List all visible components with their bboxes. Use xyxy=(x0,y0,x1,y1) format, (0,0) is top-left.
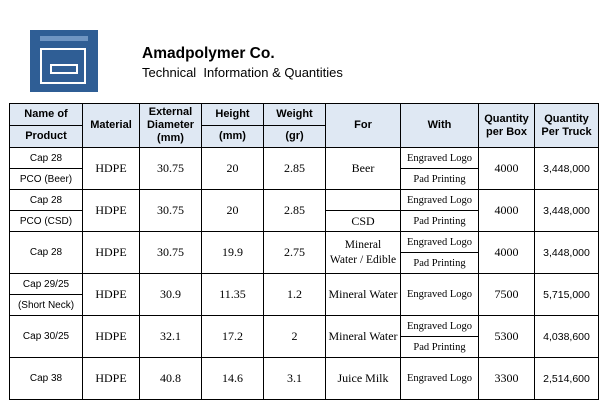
cell-diameter: 30.9 xyxy=(139,273,202,316)
cell-height: 20 xyxy=(201,189,264,232)
cell-height: 20 xyxy=(201,147,264,190)
cell-diameter: 32.1 xyxy=(139,315,202,358)
cell-height: 19.9 xyxy=(201,231,264,274)
cell-with: Engraved Logo xyxy=(400,273,479,316)
cell-for-top: Mineral xyxy=(344,238,382,251)
cell-qty-box: 7500 xyxy=(478,273,535,316)
cell-height: 14.6 xyxy=(201,357,264,400)
cell-material: HDPE xyxy=(82,315,140,358)
cell-qty-truck: 3,448,000 xyxy=(534,147,599,190)
cell-weight: 2 xyxy=(263,315,326,358)
cell-height: 11.35 xyxy=(201,273,264,316)
logo-label xyxy=(50,64,78,74)
cell-weight: 2.75 xyxy=(263,231,326,274)
cell-for: Juice Milk xyxy=(325,357,401,400)
cell-with-bottom: Pad Printing xyxy=(400,336,479,358)
cell-name: Cap 38 xyxy=(9,357,83,400)
cell-name-top: Cap 29/25 xyxy=(9,273,83,295)
cell-qty-box: 3300 xyxy=(478,357,535,400)
cell-material: HDPE xyxy=(82,189,140,232)
logo-window xyxy=(40,48,86,84)
cell-diameter: 40.8 xyxy=(139,357,202,400)
cell-weight: 3.1 xyxy=(263,357,326,400)
cell-for: CSD xyxy=(325,210,401,232)
cell-qty-box: 4000 xyxy=(478,231,535,274)
cell-with-top: Engraved Logo xyxy=(400,189,479,211)
col-header-name-bottom: Product xyxy=(9,125,83,148)
col-header-name-top: Name of xyxy=(9,103,83,126)
cell-with-bottom: Pad Printing xyxy=(400,168,479,190)
cell-qty-truck: 2,514,600 xyxy=(534,357,599,400)
col-header-weight-top: Weight xyxy=(263,103,326,126)
cell-for-top-empty xyxy=(325,189,401,211)
cell-qty-truck: 3,448,000 xyxy=(534,189,599,232)
col-header-qty-truck: Quantity Per Truck xyxy=(534,103,599,148)
cell-qty-truck: 5,715,000 xyxy=(534,273,599,316)
cell-name: Cap 28 xyxy=(9,231,83,274)
cell-material: HDPE xyxy=(82,357,140,400)
col-header-weight-bottom: (gr) xyxy=(263,125,326,148)
cell-name-bottom: (Short Neck) xyxy=(9,294,83,316)
cell-material: HDPE xyxy=(82,231,140,274)
cell-with: Engraved Logo xyxy=(400,357,479,400)
cell-name-top: Cap 28 xyxy=(9,147,83,169)
cell-qty-box: 4000 xyxy=(478,147,535,190)
logo-tab xyxy=(40,36,88,41)
cell-weight: 1.2 xyxy=(263,273,326,316)
col-header-height-bottom: (mm) xyxy=(201,125,264,148)
cell-material: HDPE xyxy=(82,147,140,190)
cell-qty-truck: 3,448,000 xyxy=(534,231,599,274)
cell-for: Mineral Water xyxy=(325,315,401,358)
cell-qty-box: 5300 xyxy=(478,315,535,358)
cell-for-bottom: Water / Edible xyxy=(329,253,397,266)
cell-with-top: Engraved Logo xyxy=(400,315,479,337)
cell-with-bottom: Pad Printing xyxy=(400,210,479,232)
window-icon xyxy=(30,30,98,92)
cell-name-bottom: PCO (CSD) xyxy=(9,210,83,232)
cell-weight: 2.85 xyxy=(263,147,326,190)
col-header-material: Material xyxy=(82,103,140,148)
cell-diameter: 30.75 xyxy=(139,231,202,274)
col-header-with: With xyxy=(400,103,479,148)
page-subtitle: Technical Information & Quantities xyxy=(142,65,343,80)
cell-name-bottom: PCO (Beer) xyxy=(9,168,83,190)
cell-diameter: 30.75 xyxy=(139,147,202,190)
cell-name-top: Cap 28 xyxy=(9,189,83,211)
cell-weight: 2.85 xyxy=(263,189,326,232)
cell-qty-box: 4000 xyxy=(478,189,535,232)
cell-material: HDPE xyxy=(82,273,140,316)
cell-name: Cap 30/25 xyxy=(9,315,83,358)
col-header-diameter: External Diameter (mm) xyxy=(139,103,202,148)
cell-qty-truck: 4,038,600 xyxy=(534,315,599,358)
cell-with-bottom: Pad Printing xyxy=(400,252,479,274)
cell-for: Beer xyxy=(325,147,401,190)
cell-diameter: 30.75 xyxy=(139,189,202,232)
cell-for: Mineral Water / Edible xyxy=(325,231,401,274)
col-header-for: For xyxy=(325,103,401,148)
col-header-height-top: Height xyxy=(201,103,264,126)
col-header-qty-box: Quantity per Box xyxy=(478,103,535,148)
cell-with-top: Engraved Logo xyxy=(400,231,479,253)
cell-height: 17.2 xyxy=(201,315,264,358)
company-name: Amadpolymer Co. xyxy=(142,45,275,62)
specs-table: Name of Material External Diameter (mm) … xyxy=(9,103,599,400)
cell-for: Mineral Water xyxy=(325,273,401,316)
cell-with-top: Engraved Logo xyxy=(400,147,479,169)
